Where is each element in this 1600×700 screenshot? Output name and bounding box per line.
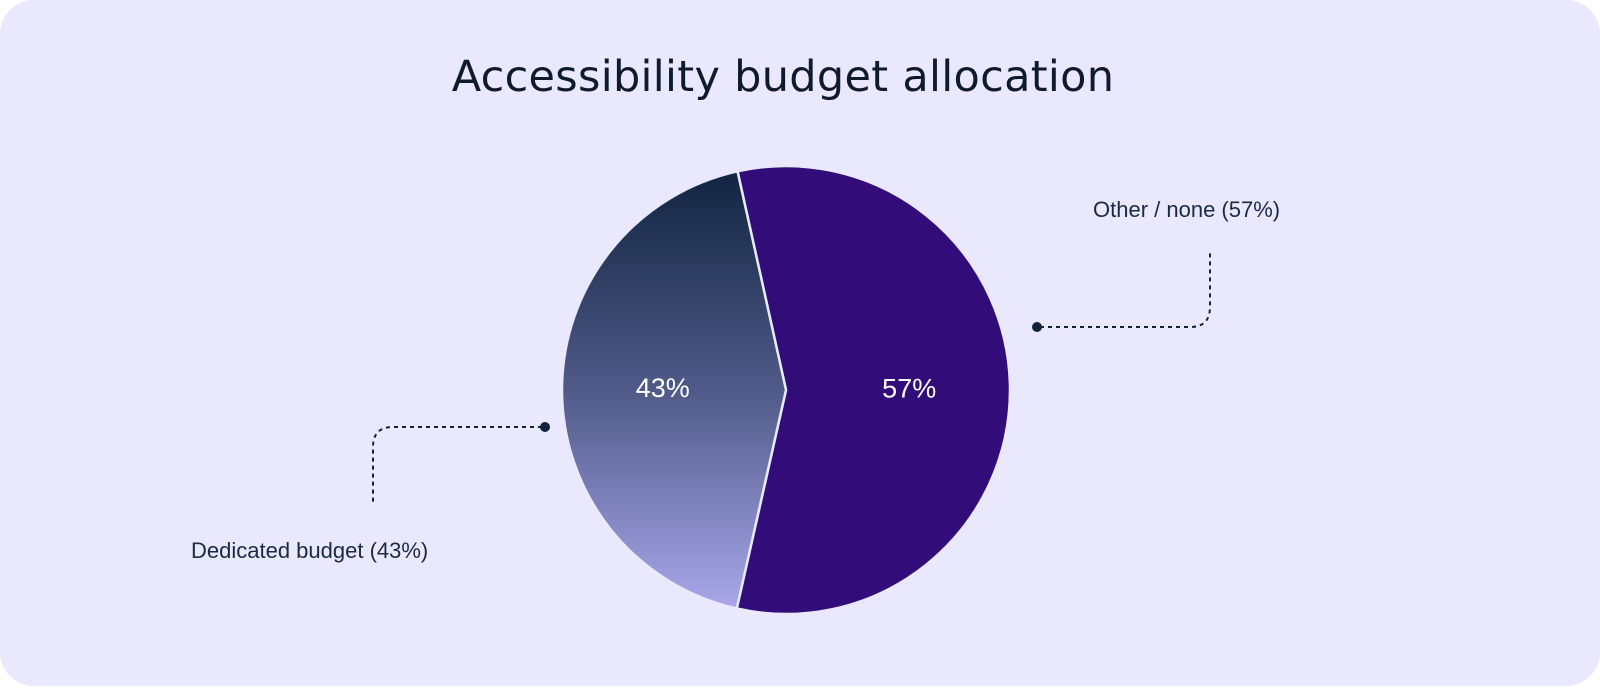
leader-line-other	[1040, 250, 1211, 328]
pie-slice-dedicated	[560, 170, 788, 610]
leader-dot-other	[1032, 322, 1042, 332]
legend-label-dedicated: Dedicated budget (43%)	[191, 538, 429, 563]
chart-title: Accessibility budget allocation	[451, 52, 1115, 102]
slice-value-label-dedicated: 43%	[636, 373, 690, 403]
leader-line-dedicated	[372, 426, 542, 505]
leader-dot-dedicated	[540, 422, 550, 432]
pie-slice-other	[735, 164, 1012, 616]
slice-value-label-other: 57%	[882, 373, 936, 403]
legend-label-other: Other / none (57%)	[1093, 197, 1281, 222]
